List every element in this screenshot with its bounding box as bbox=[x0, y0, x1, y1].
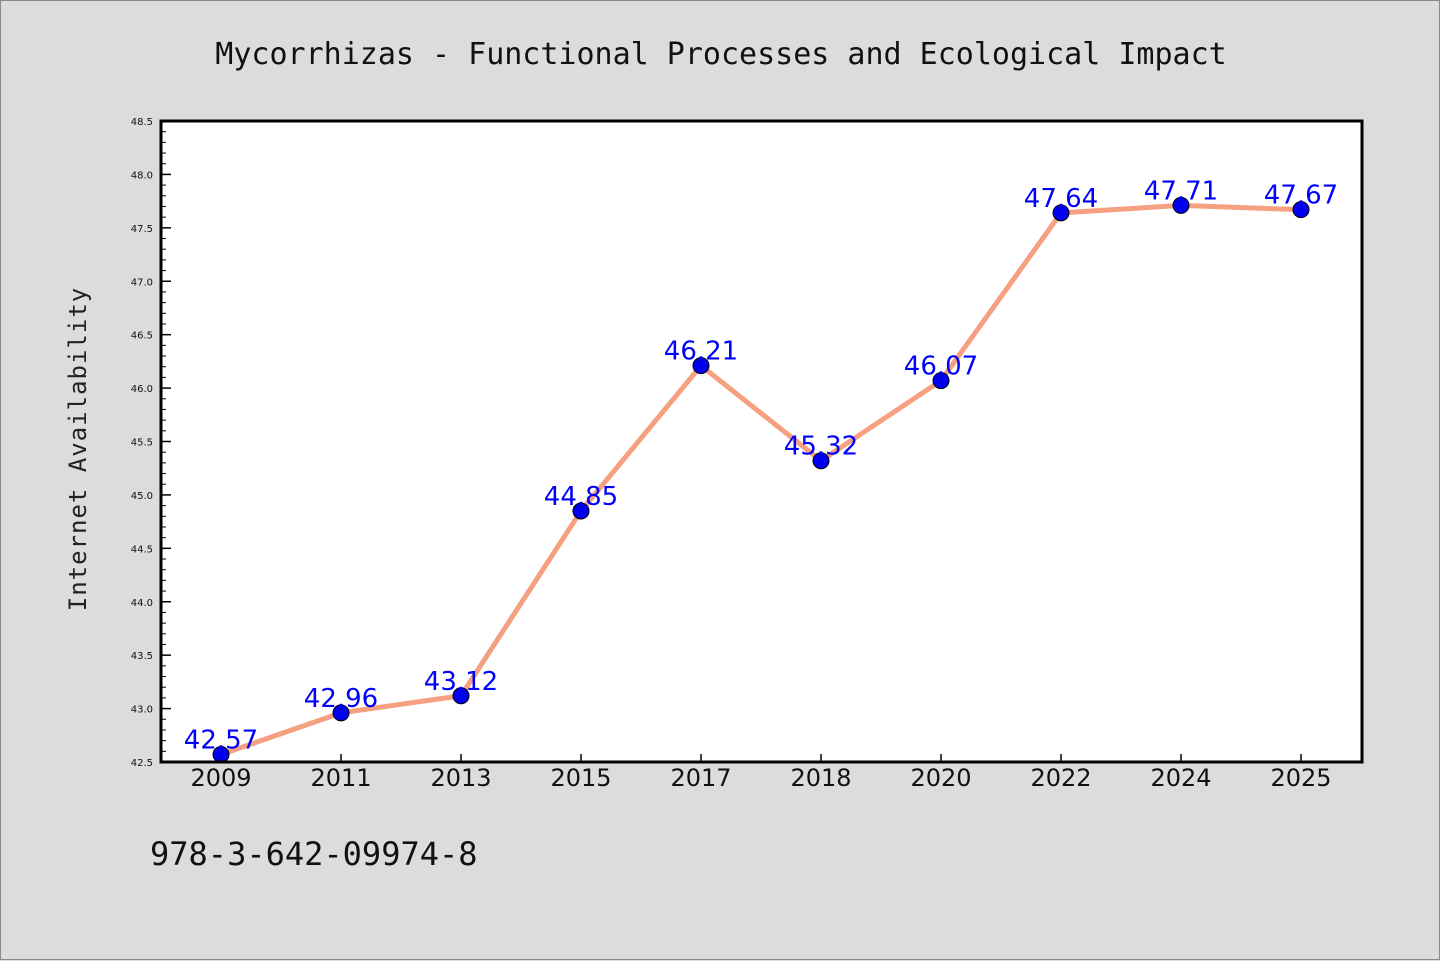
y-tick-label: 47.5 bbox=[131, 224, 153, 235]
y-tick-label: 48.5 bbox=[131, 117, 153, 128]
x-axis: 2009 2011 2013 2015 2017 2018 2020 2022 2024 2025 bbox=[190, 754, 1332, 792]
data-label: 46.21 bbox=[664, 337, 738, 367]
data-point-marker bbox=[1052, 204, 1070, 222]
y-tick-label: 46.0 bbox=[131, 384, 153, 395]
y-tick-label: 47.0 bbox=[131, 277, 153, 288]
data-label: 45.32 bbox=[784, 432, 858, 462]
x-tick-label: 2015 bbox=[550, 764, 611, 792]
x-tick-label: 2025 bbox=[1270, 764, 1331, 792]
data-point-marker bbox=[1292, 201, 1310, 219]
data-point-marker bbox=[932, 372, 950, 390]
y-tick-label: 43.0 bbox=[131, 705, 153, 716]
y-tick-label: 45.5 bbox=[131, 438, 153, 449]
data-point-marker bbox=[1172, 196, 1190, 214]
data-point-marker bbox=[452, 687, 470, 705]
data-point-marker bbox=[692, 357, 710, 375]
data-label: 42.96 bbox=[304, 684, 378, 714]
y-tick-label: 46.5 bbox=[131, 331, 153, 342]
data-label-group: 42.57 42.96 43.12 44.85 46.21 45.32 46.07 47.64… bbox=[184, 176, 1338, 755]
x-tick-label: 2022 bbox=[1030, 764, 1091, 792]
y-tick-label: 48.0 bbox=[131, 170, 153, 181]
data-label: 43.12 bbox=[424, 667, 498, 697]
data-label: 46.07 bbox=[904, 352, 978, 382]
x-tick-label: 2009 bbox=[190, 764, 251, 792]
isbn-annotation: 978-3-642-09974-8 bbox=[150, 835, 478, 873]
marker-group bbox=[212, 196, 1310, 764]
x-tick-label: 2011 bbox=[310, 764, 371, 792]
data-label: 47.71 bbox=[1144, 176, 1218, 206]
data-point-marker bbox=[332, 704, 350, 722]
data-label: 42.57 bbox=[184, 726, 258, 756]
y-tick-label: 44.5 bbox=[131, 544, 153, 555]
data-label: 44.85 bbox=[544, 482, 618, 512]
series-line-group bbox=[218, 202, 1304, 758]
plot-area bbox=[161, 121, 1362, 762]
y-tick-label: 45.0 bbox=[131, 491, 153, 502]
x-tick-label: 2020 bbox=[910, 764, 971, 792]
y-tick-label: 43.5 bbox=[131, 651, 153, 662]
data-label: 47.64 bbox=[1024, 184, 1098, 214]
chart-title: Mycorrhizas - Functional Processes and E… bbox=[215, 37, 1226, 72]
y-axis-label: Internet Availability bbox=[64, 287, 92, 611]
y-tick-label: 44.0 bbox=[131, 598, 153, 609]
x-tick-label: 2013 bbox=[430, 764, 491, 792]
data-point-marker bbox=[812, 452, 830, 470]
data-point-marker bbox=[572, 502, 590, 520]
x-tick-label: 2018 bbox=[790, 764, 851, 792]
plot-border bbox=[159, 119, 1364, 764]
x-tick-label: 2017 bbox=[670, 764, 731, 792]
y-tick-label: 42.5 bbox=[131, 758, 153, 769]
data-label: 47.67 bbox=[1264, 181, 1338, 211]
series-line bbox=[218, 202, 1304, 758]
x-tick-label: 2024 bbox=[1150, 764, 1211, 792]
